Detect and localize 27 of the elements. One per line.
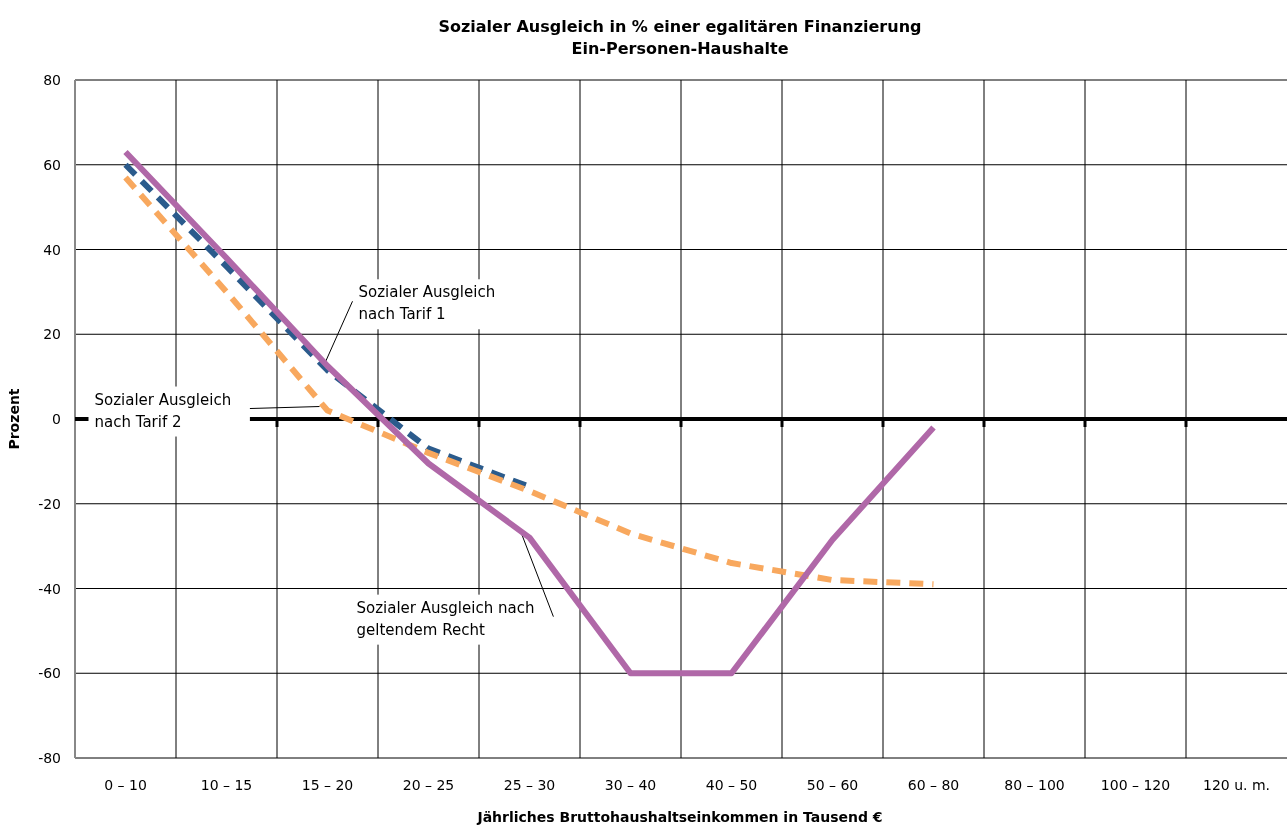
- x-tick-label: 60 – 80: [907, 777, 960, 793]
- x-tick-label: 20 – 25: [402, 777, 455, 793]
- chart-title: Sozialer Ausgleich in % einer egalitären Finanzierung Ein-Personen-Haushalte: [438, 17, 922, 58]
- annotation: Sozialer Ausgleich nach Tarif 2: [94, 390, 232, 431]
- x-tick-label: 50 – 60: [806, 777, 859, 793]
- y-tick-label: 40: [43, 241, 61, 258]
- y-tick-label: 80: [43, 72, 61, 88]
- y-tick-label: -40: [38, 580, 61, 597]
- x-tick-label: 120 u. m.: [1202, 777, 1271, 793]
- x-axis-title: Jährliches Bruttohaushaltseinkommen in Tausend €: [476, 809, 883, 825]
- x-tick-label: 30 – 40: [604, 777, 657, 793]
- y-tick-label: 60: [43, 156, 61, 173]
- x-tick-label: 15 – 20: [301, 777, 354, 793]
- annotation: Sozialer Ausgleich nach geltendem Recht: [356, 598, 535, 639]
- y-tick-label: 20: [43, 326, 61, 343]
- y-tick-label: -20: [38, 495, 61, 512]
- x-tick-label: 25 – 30: [503, 777, 556, 793]
- y-axis-title: Prozent: [6, 388, 22, 450]
- y-tick-label: 0: [52, 411, 61, 427]
- x-tick-label: 0 – 10: [104, 777, 147, 793]
- annotation: Sozialer Ausgleich nach Tarif 1: [358, 283, 496, 324]
- x-tick-label: 10 – 15: [200, 777, 253, 793]
- x-tick-label: 40 – 50: [705, 777, 758, 793]
- y-tick-label: -60: [38, 665, 61, 682]
- x-tick-label: 100 – 120: [1100, 777, 1171, 793]
- y-tick-label: -80: [38, 750, 61, 766]
- x-tick-label: 80 – 100: [1004, 777, 1065, 793]
